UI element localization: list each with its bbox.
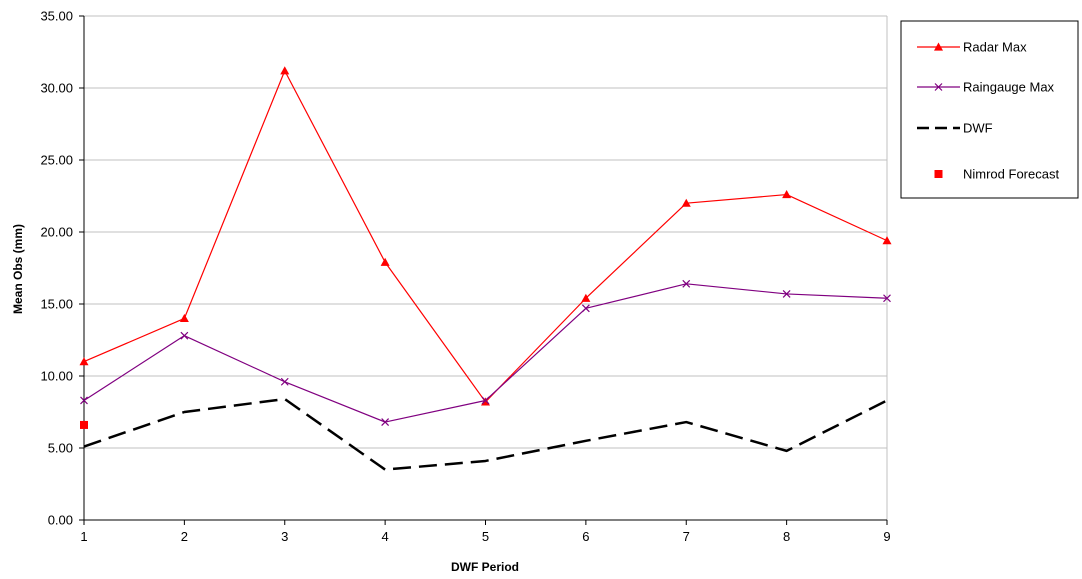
series-line-radar-max [83, 70, 888, 403]
x-tick-label: 6 [582, 529, 589, 544]
y-tick-label: 35.00 [40, 9, 73, 24]
y-tick-label: 15.00 [40, 297, 73, 312]
y-tick-label: 25.00 [40, 153, 73, 168]
y-tick-label: 0.00 [48, 513, 73, 528]
y-tick-label: 5.00 [48, 441, 73, 456]
y-axis-title: Mean Obs (mm) [11, 224, 25, 314]
series-line-dwf [83, 397, 888, 471]
series-radar-max [79, 66, 892, 406]
data-point-radar-max [782, 190, 792, 199]
x-tick-label: 2 [181, 529, 188, 544]
x-axis-title: DWF Period [451, 560, 519, 574]
data-point-raingauge-max [481, 396, 490, 405]
data-point-radar-max [380, 257, 390, 266]
y-tick-label: 30.00 [40, 81, 73, 96]
data-point-nimrod-forecast [80, 420, 88, 429]
legend-box [900, 20, 1079, 199]
legend-label-radar-max: Radar Max [963, 40, 1027, 55]
data-point-radar-max [681, 198, 691, 207]
data-point-raingauge-max [381, 418, 390, 427]
legend-label-raingauge-max: Raingauge Max [963, 80, 1055, 95]
x-tick-label: 9 [883, 529, 890, 544]
axes [79, 15, 888, 525]
data-point-raingauge-max [80, 396, 88, 405]
data-point-radar-max [280, 66, 290, 75]
data-point-raingauge-max [280, 377, 289, 386]
x-tick-label: 1 [80, 529, 87, 544]
data-point-raingauge-max [180, 331, 189, 340]
x-tick-label: 5 [482, 529, 489, 544]
legend-label-nimrod-forecast: Nimrod Forecast [963, 167, 1059, 182]
legend-item-radar-max: Radar Max [917, 40, 1027, 55]
x-tick-label: 7 [683, 529, 690, 544]
y-tick-label: 10.00 [40, 369, 73, 384]
tick-labels: 0.00 5.00 10.00 15.00 20.00 25.00 30.00 35.00 1 2… [40, 9, 890, 545]
series-raingauge-max [80, 279, 891, 427]
data-point-radar-max [882, 236, 892, 245]
series-nimrod-forecast [80, 420, 88, 429]
legend-item-raingauge-max: Raingauge Max [917, 80, 1055, 95]
data-point-raingauge-max [581, 304, 590, 313]
data-point-radar-max [79, 357, 89, 366]
legend-marker-raingauge-max [934, 83, 943, 91]
data-point-radar-max [581, 293, 591, 302]
y-tick-label: 20.00 [40, 225, 73, 240]
x-tick-label: 8 [783, 529, 790, 544]
data-point-radar-max [179, 313, 189, 322]
legend-marker-nimrod-forecast [934, 170, 943, 178]
legend-label-dwf: DWF [963, 121, 993, 136]
data-point-raingauge-max [883, 294, 891, 303]
series-dwf [83, 397, 888, 471]
legend: Radar Max Raingauge Max DWF Nimrod Forecast [900, 20, 1079, 199]
legend-item-nimrod-forecast: Nimrod Forecast [934, 167, 1059, 182]
x-tick-label: 4 [382, 529, 389, 544]
data-point-raingauge-max [782, 289, 791, 298]
legend-item-dwf: DWF [917, 121, 993, 136]
x-tick-label: 3 [281, 529, 288, 544]
legend-marker-radar-max [934, 42, 943, 51]
gridlines [84, 15, 888, 520]
data-point-raingauge-max [682, 279, 691, 288]
series-group [79, 66, 892, 471]
